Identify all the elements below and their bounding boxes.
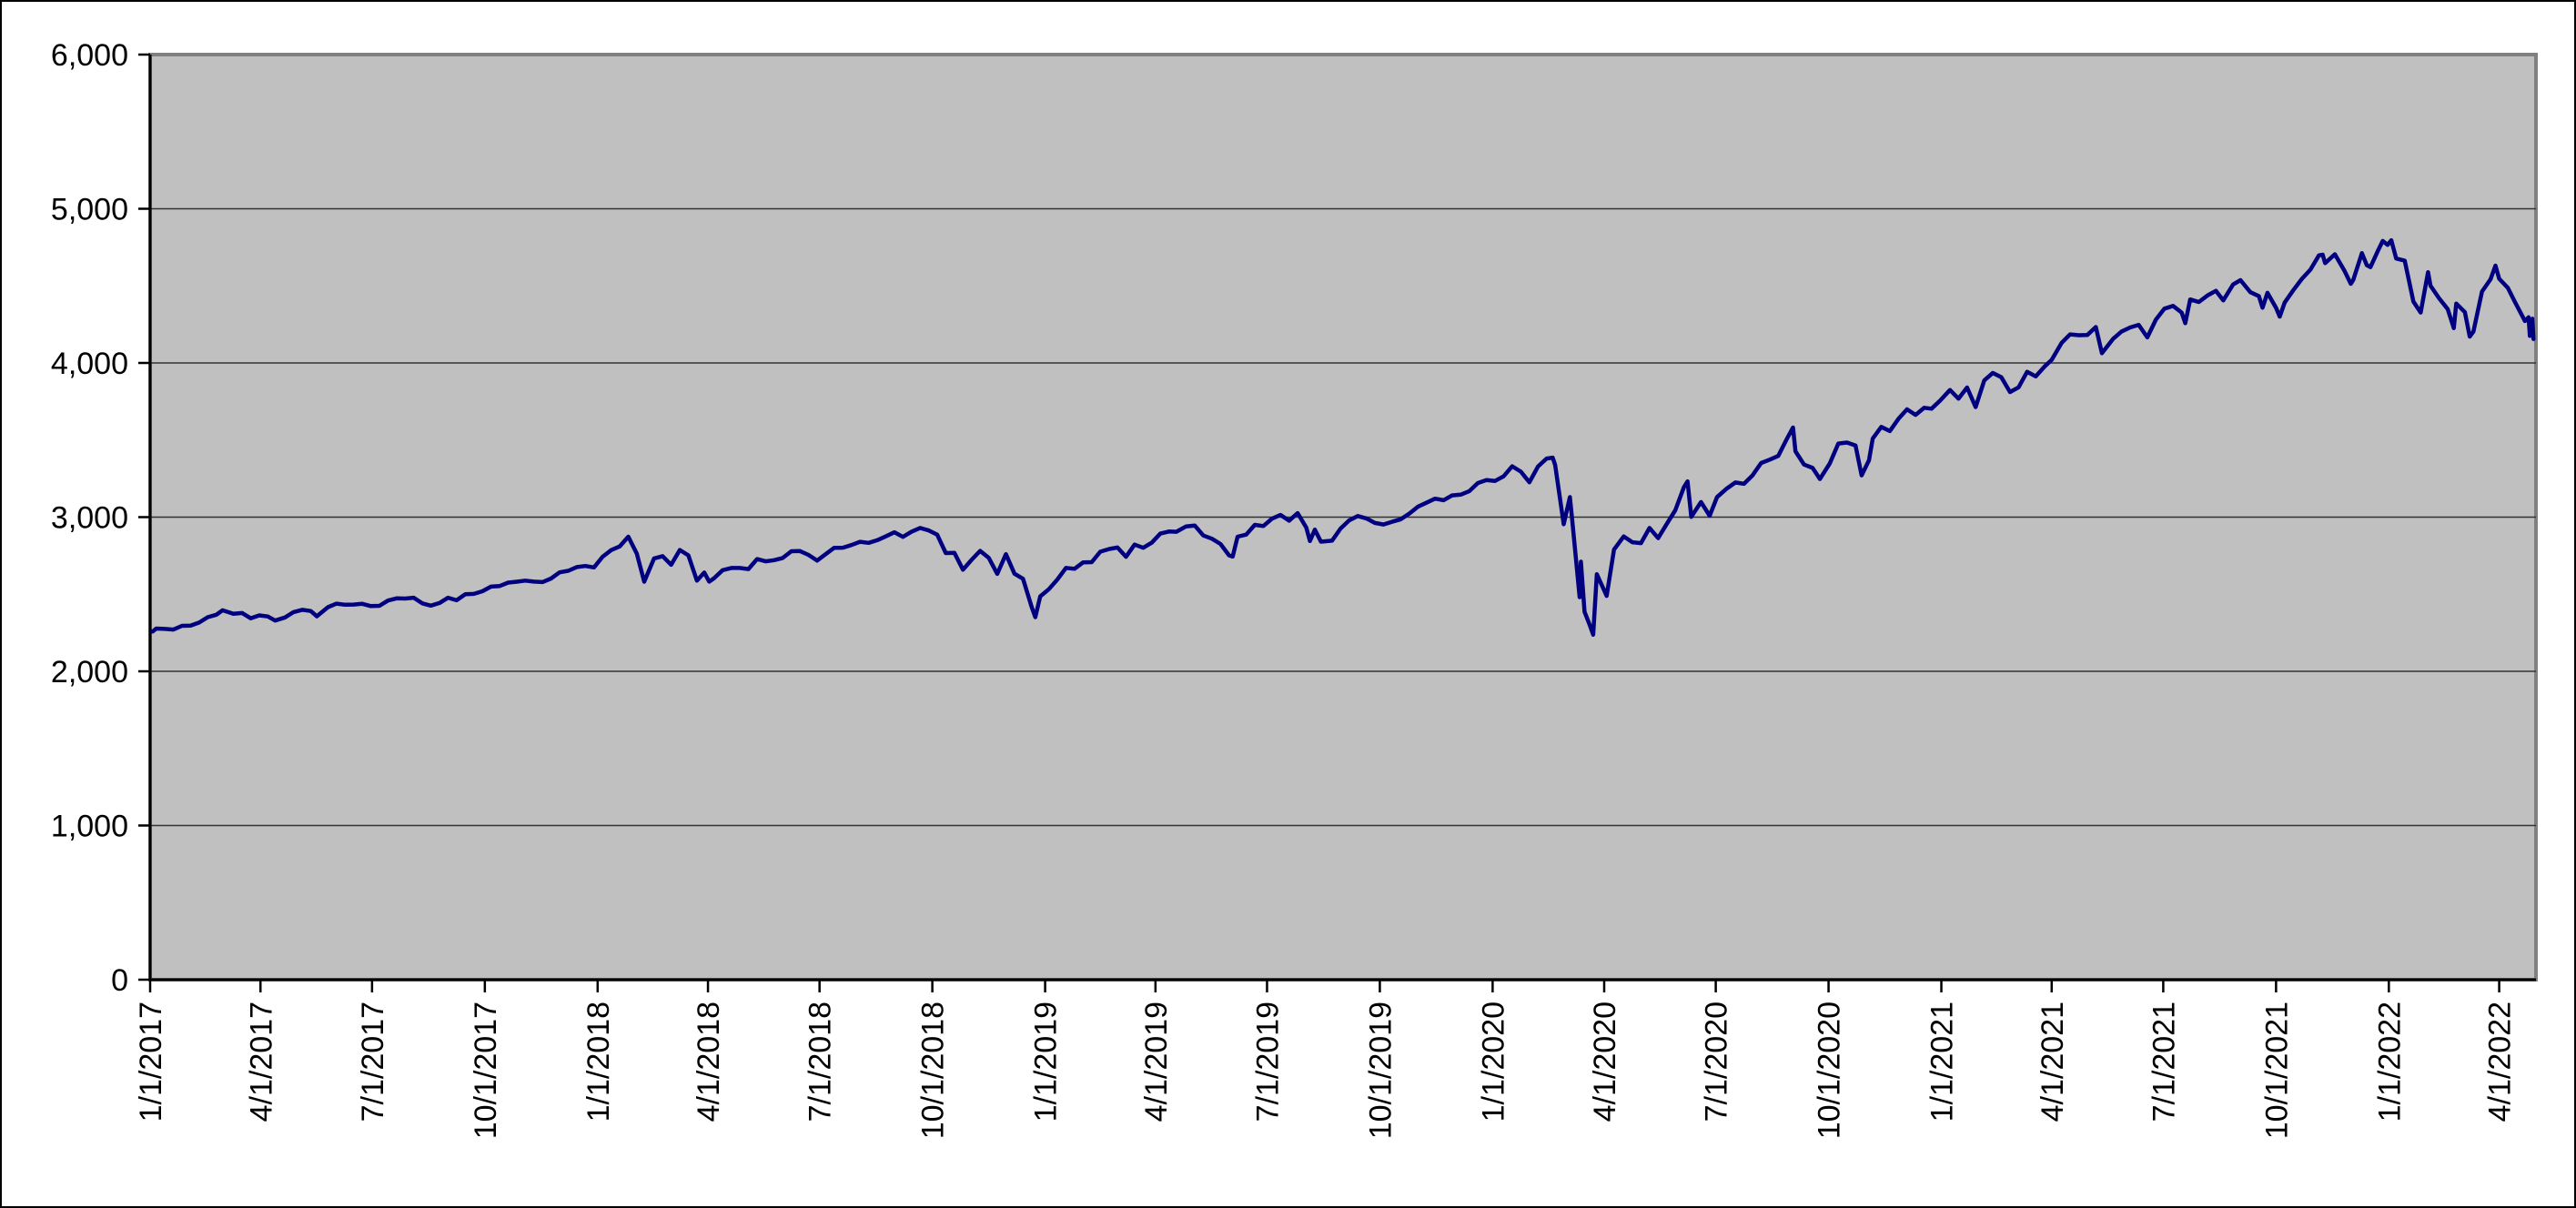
x-axis-label: 7/1/2018 (803, 1002, 838, 1122)
x-axis-label: 1/1/2019 (1029, 1002, 1064, 1122)
x-axis-label: 10/1/2017 (469, 1002, 503, 1139)
x-axis-label: 10/1/2018 (916, 1002, 951, 1139)
x-axis-label: 1/1/2018 (581, 1002, 616, 1122)
x-axis-label: 10/1/2021 (2259, 1002, 2294, 1139)
y-axis-label: 3,000 (51, 501, 128, 536)
x-axis-label: 1/1/2020 (1476, 1002, 1510, 1122)
y-axis-label: 4,000 (51, 347, 128, 381)
x-axis-label: 4/1/2019 (1139, 1002, 1174, 1122)
x-axis-label: 7/1/2021 (2147, 1002, 2181, 1122)
x-axis-label: 7/1/2019 (1250, 1002, 1285, 1122)
x-axis-label: 7/1/2020 (1700, 1002, 1734, 1122)
x-axis-label: 1/1/2022 (2372, 1002, 2407, 1122)
x-axis-label: 4/1/2022 (2483, 1002, 2518, 1122)
x-axis-label: 4/1/2018 (692, 1002, 726, 1122)
y-axis-label: 6,000 (51, 38, 128, 73)
x-axis-label: 4/1/2017 (244, 1002, 278, 1122)
x-axis-label: 1/1/2021 (1925, 1002, 1960, 1122)
x-axis-label: 7/1/2017 (356, 1002, 390, 1122)
y-axis-label: 5,000 (51, 193, 128, 227)
x-axis-label: 10/1/2020 (1813, 1002, 1847, 1139)
x-axis-label: 4/1/2021 (2036, 1002, 2070, 1122)
y-axis-label: 0 (111, 963, 128, 998)
x-axis-label: 1/1/2017 (134, 1002, 168, 1122)
y-axis-label: 2,000 (51, 655, 128, 690)
x-axis-label: 4/1/2020 (1588, 1002, 1622, 1122)
y-axis-label: 1,000 (51, 810, 128, 844)
x-axis-label: 10/1/2019 (1363, 1002, 1398, 1139)
price-line (150, 237, 2536, 638)
